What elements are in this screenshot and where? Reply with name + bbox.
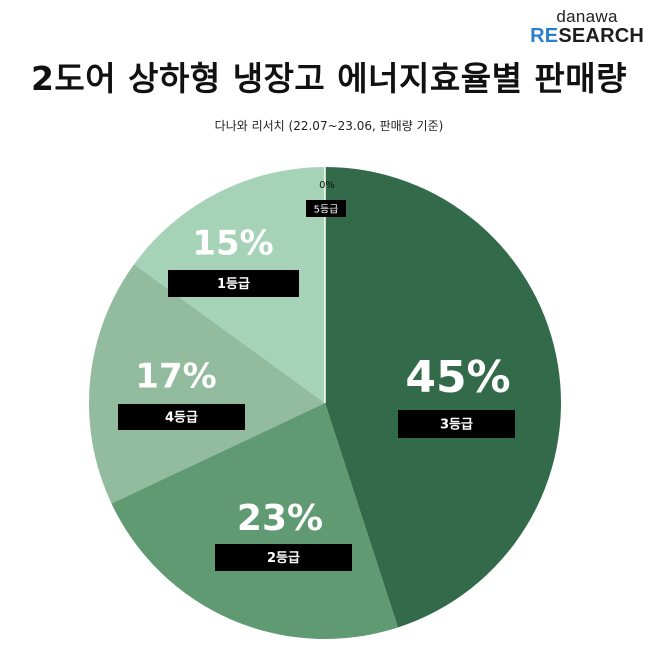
category-label-box: [398, 410, 515, 438]
data-label-percent: 17%: [135, 357, 216, 397]
category-label: 2등급: [267, 551, 300, 566]
pie-slice-3등급: [325, 167, 561, 628]
data-label-percent: 0%: [319, 180, 335, 191]
data-label-percent: 15%: [192, 224, 273, 264]
data-label-percent: 45%: [405, 352, 510, 403]
brand-logo-accent: RE: [530, 25, 559, 47]
pie-slice-4등급: [89, 264, 325, 504]
category-label: 1등급: [217, 277, 250, 292]
data-label-percent: 23%: [237, 498, 323, 539]
pie-slice-2등급: [111, 403, 398, 639]
category-label-box: [118, 404, 245, 430]
category-label: 3등급: [440, 418, 473, 433]
category-label-box: [215, 544, 352, 571]
brand-logo: danawa RESEARCH: [530, 8, 644, 46]
brand-logo-bottom: RESEARCH: [530, 26, 644, 46]
category-label-box: [306, 200, 346, 217]
category-label: 5등급: [314, 204, 339, 216]
chart-subtitle: 다나와 리서치 (22.07~23.06, 판매량 기준): [214, 119, 444, 133]
category-label: 4등급: [165, 411, 198, 426]
brand-logo-top: danawa: [556, 7, 618, 26]
category-label-box: [168, 270, 299, 297]
chart-title: 2도어 상하형 냉장고 에너지효율별 판매량: [30, 59, 628, 98]
brand-logo-rest: SEARCH: [558, 25, 644, 47]
